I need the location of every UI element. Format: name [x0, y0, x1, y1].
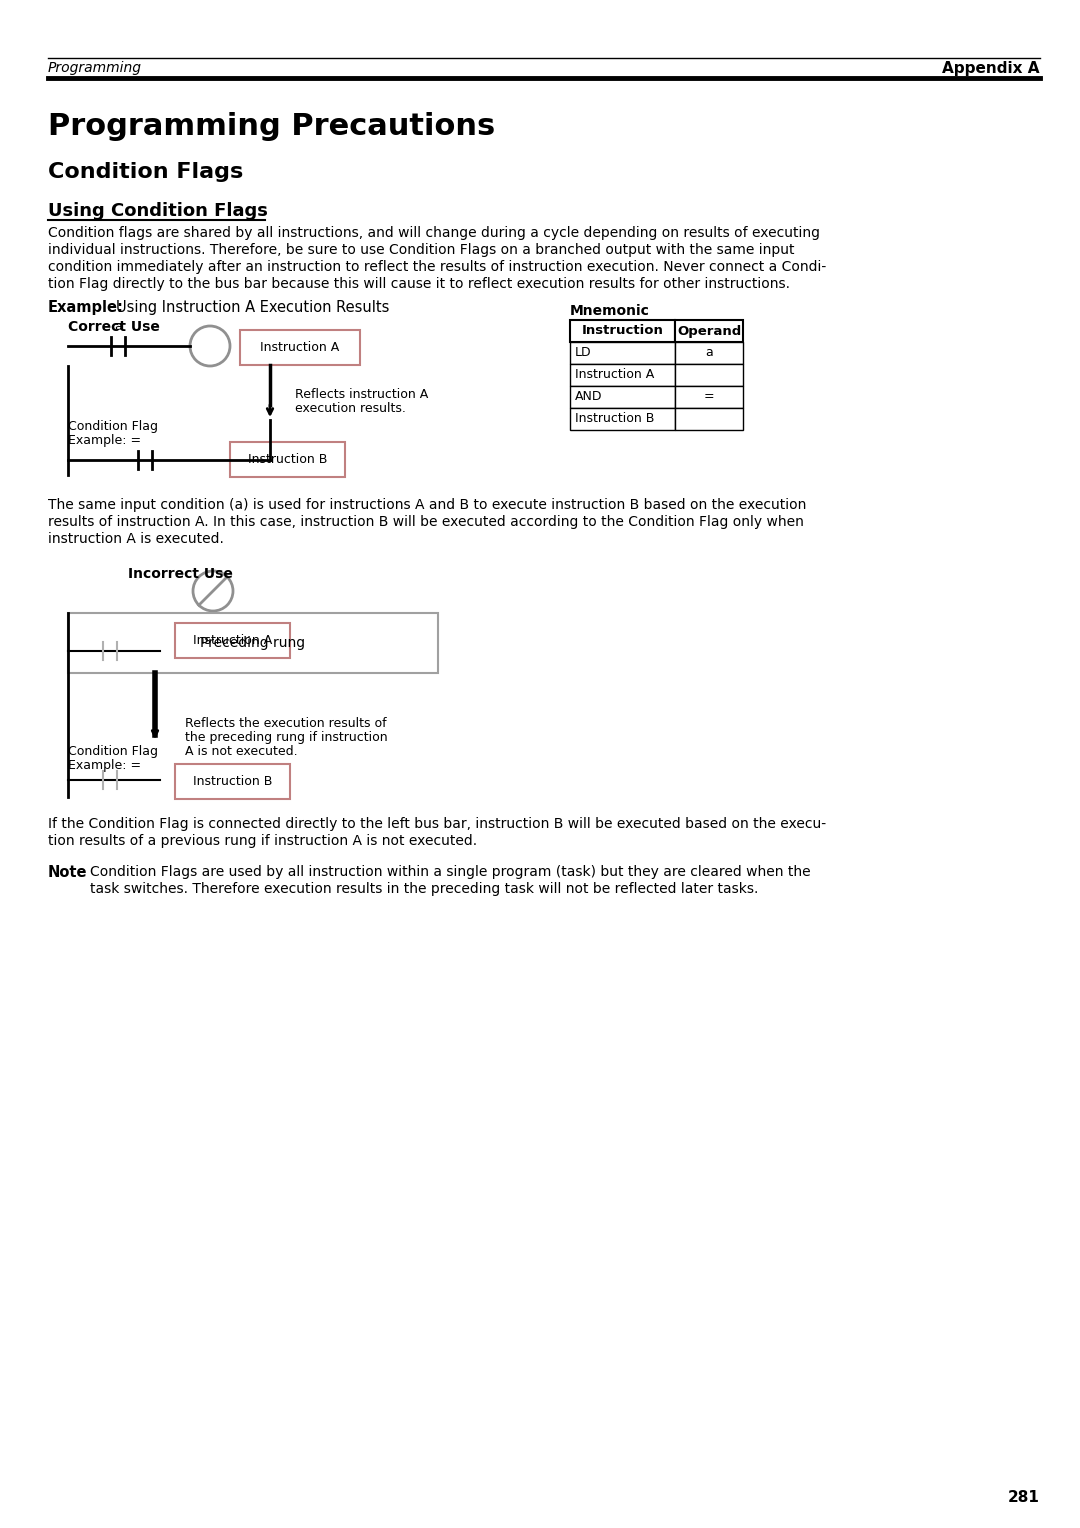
Text: execution results.: execution results.	[295, 402, 406, 416]
Text: If the Condition Flag is connected directly to the left bus bar, instruction B w: If the Condition Flag is connected direc…	[48, 817, 826, 831]
Text: Instruction A: Instruction A	[575, 368, 654, 382]
Bar	[675, 319, 743, 342]
Text: results of instruction A. In this case, instruction B will be executed according: results of instruction A. In this case, …	[48, 515, 804, 529]
Bar	[68, 613, 438, 672]
Text: Instruction A: Instruction A	[260, 341, 339, 354]
Text: tion results of a previous rung if instruction A is not executed.: tion results of a previous rung if instr…	[48, 834, 477, 848]
Text: a: a	[705, 347, 713, 359]
Text: Condition Flags: Condition Flags	[48, 162, 243, 182]
Text: condition immediately after an instruction to reflect the results of instruction: condition immediately after an instructi…	[48, 260, 826, 274]
Bar	[570, 342, 675, 364]
Text: Using Condition Flags: Using Condition Flags	[48, 202, 268, 220]
Text: Instruction B: Instruction B	[193, 775, 272, 788]
Text: Preceding rung: Preceding rung	[201, 636, 306, 649]
Text: LD: LD	[575, 347, 592, 359]
Text: Using Instruction A Execution Results: Using Instruction A Execution Results	[116, 299, 390, 315]
Text: =: =	[704, 391, 714, 403]
Text: Note: Note	[48, 865, 87, 880]
Text: Reflects instruction A: Reflects instruction A	[295, 388, 429, 400]
Bar	[570, 364, 675, 387]
Text: Example:: Example:	[48, 299, 124, 315]
Text: A is not executed.: A is not executed.	[185, 746, 298, 758]
Text: Example: =: Example: =	[68, 759, 141, 772]
Text: Instruction: Instruction	[581, 324, 663, 338]
Text: Operand: Operand	[677, 324, 741, 338]
Text: Appendix A: Appendix A	[943, 61, 1040, 75]
Text: The same input condition (a) is used for instructions A and B to execute instruc: The same input condition (a) is used for…	[48, 498, 807, 512]
Text: AND: AND	[575, 391, 603, 403]
Bar	[675, 387, 743, 408]
Text: Programming: Programming	[48, 61, 141, 75]
Text: Mnemonic: Mnemonic	[570, 304, 650, 318]
Bar	[570, 387, 675, 408]
Text: Example: =: Example: =	[68, 434, 141, 448]
Bar	[570, 408, 675, 429]
Bar	[175, 623, 291, 659]
Bar	[570, 319, 675, 342]
Bar	[675, 364, 743, 387]
Text: Condition Flag: Condition Flag	[68, 420, 158, 432]
Text: individual instructions. Therefore, be sure to use Condition Flags on a branched: individual instructions. Therefore, be s…	[48, 243, 795, 257]
Text: Programming Precautions: Programming Precautions	[48, 112, 496, 141]
Text: Reflects the execution results of: Reflects the execution results of	[185, 717, 387, 730]
Text: Instruction B: Instruction B	[247, 452, 327, 466]
Bar	[175, 764, 291, 799]
Bar	[230, 442, 345, 477]
Text: 281: 281	[1008, 1490, 1040, 1505]
Text: Incorrect Use: Incorrect Use	[129, 567, 233, 581]
Text: Instruction A: Instruction A	[193, 634, 272, 646]
Text: a: a	[114, 319, 122, 333]
Text: task switches. Therefore execution results in the preceding task will not be ref: task switches. Therefore execution resul…	[90, 882, 758, 895]
Text: Condition flags are shared by all instructions, and will change during a cycle d: Condition flags are shared by all instru…	[48, 226, 820, 240]
Text: tion Flag directly to the bus bar because this will cause it to reflect executio: tion Flag directly to the bus bar becaus…	[48, 277, 789, 290]
Text: Condition Flag: Condition Flag	[68, 746, 158, 758]
Text: instruction A is executed.: instruction A is executed.	[48, 532, 224, 545]
Text: Instruction B: Instruction B	[575, 413, 654, 425]
Text: the preceding rung if instruction: the preceding rung if instruction	[185, 730, 388, 744]
Bar	[240, 330, 360, 365]
Text: Correct Use: Correct Use	[68, 319, 160, 335]
Text: Condition Flags are used by all instruction within a single program (task) but t: Condition Flags are used by all instruct…	[90, 865, 811, 879]
Bar	[675, 408, 743, 429]
Bar	[675, 342, 743, 364]
